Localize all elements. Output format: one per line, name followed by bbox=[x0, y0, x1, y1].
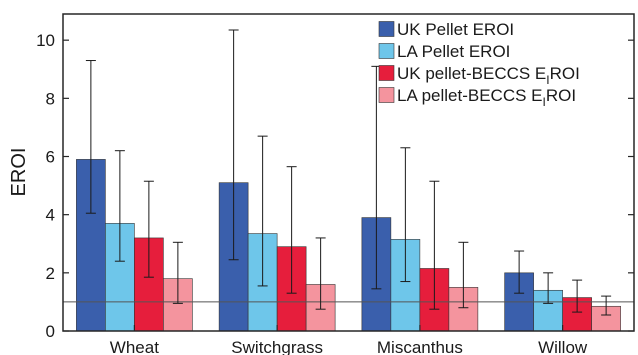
x-tick-label: Miscanthus bbox=[377, 338, 463, 355]
y-tick-label: 8 bbox=[46, 89, 55, 108]
legend-swatch bbox=[378, 43, 395, 59]
y-tick-label: 0 bbox=[46, 322, 55, 341]
y-tick-label: 10 bbox=[36, 31, 55, 50]
legend-label: LA Pellet EROI bbox=[397, 42, 510, 61]
legend-label-subscript: I bbox=[543, 95, 546, 109]
error-bar-1-3 bbox=[315, 237, 326, 310]
y-tick-label: 4 bbox=[46, 206, 55, 225]
x-tick-label: Switchgrass bbox=[231, 338, 323, 355]
error-bar-3-2 bbox=[572, 279, 583, 313]
legend-swatch bbox=[378, 21, 395, 37]
x-tick-label: Willow bbox=[538, 338, 588, 355]
y-axis-label: EROI bbox=[8, 148, 30, 197]
error-bar-3-0 bbox=[514, 250, 525, 294]
y-axis: 0 2 4 6 8 10 bbox=[36, 31, 634, 341]
error-bar-2-1 bbox=[400, 147, 411, 283]
legend-label: UK Pellet EROI bbox=[397, 20, 514, 39]
y-tick-label: 6 bbox=[46, 148, 55, 167]
legend-label: UK pellet-BECCS EIROI bbox=[397, 64, 580, 87]
error-bar-2-2 bbox=[429, 180, 440, 310]
legend-item: LA pellet-BECCS EIROI bbox=[378, 86, 576, 109]
error-bar-1-1 bbox=[257, 135, 268, 287]
legend-swatch bbox=[378, 65, 395, 81]
plot-frame bbox=[62, 13, 635, 332]
error-bar-0-3 bbox=[172, 241, 183, 304]
legend-label-main: UK pellet-BECCS E bbox=[397, 64, 546, 83]
legend-label: LA pellet-BECCS EIROI bbox=[397, 86, 576, 109]
legend-label-tail: ROI bbox=[546, 86, 576, 105]
legend-item: UK Pellet EROI bbox=[378, 20, 514, 39]
error-bar-0-0 bbox=[85, 60, 96, 214]
x-tick-label: Wheat bbox=[110, 338, 159, 355]
error-bar-3-1 bbox=[543, 272, 554, 304]
legend-item: UK pellet-BECCS EIROI bbox=[378, 64, 580, 87]
legend-label-main: LA pellet-BECCS E bbox=[397, 86, 543, 105]
error-bar-1-2 bbox=[286, 166, 297, 294]
errorbars-layer bbox=[85, 29, 612, 316]
legend-label-main: LA Pellet EROI bbox=[397, 42, 510, 61]
error-bar-3-3 bbox=[601, 295, 612, 316]
y-tick-label: 2 bbox=[46, 264, 55, 283]
legend-label-tail: ROI bbox=[550, 64, 580, 83]
x-axis: Wheat Switchgrass Miscanthus Willow bbox=[110, 325, 588, 355]
legend-label-subscript: I bbox=[546, 73, 549, 87]
legend-swatch bbox=[378, 87, 395, 103]
legend-item: LA Pellet EROI bbox=[378, 42, 510, 61]
error-bar-0-2 bbox=[143, 180, 154, 278]
error-bar-2-3 bbox=[458, 241, 469, 309]
legend: UK Pellet EROI LA Pellet EROI UK pellet-BE… bbox=[378, 20, 580, 109]
error-bar-1-0 bbox=[228, 29, 239, 261]
legend-label-main: UK Pellet EROI bbox=[397, 20, 514, 39]
error-bar-0-1 bbox=[114, 150, 125, 262]
